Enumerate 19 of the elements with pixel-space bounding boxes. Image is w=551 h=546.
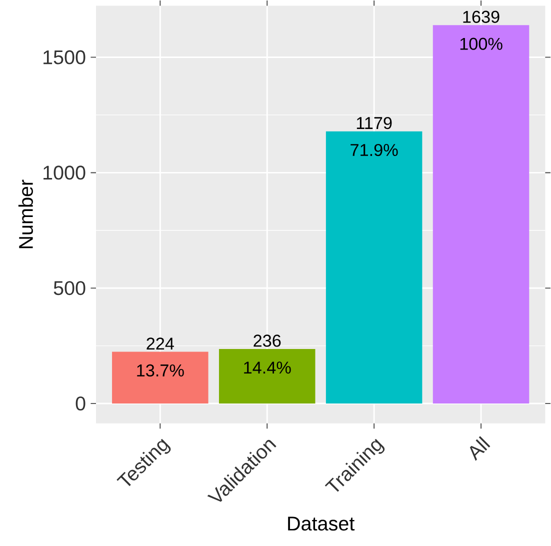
annotation: 100% [460, 38, 502, 50]
annotation: 71.9% [350, 144, 398, 156]
y-tick-label: 500 [54, 281, 86, 296]
data-label: 1639 [463, 10, 500, 23]
y-axis-title: Number [18, 180, 33, 248]
x-tick-label: All [470, 436, 490, 461]
bar [432, 25, 530, 404]
y-tick-label: 0 [76, 396, 86, 410]
y-tick-label: 1500 [44, 50, 86, 64]
data-label: 236 [254, 334, 281, 347]
y-tick-label: 1000 [44, 166, 86, 180]
data-label: 224 [146, 338, 174, 350]
annotation: 13.7% [137, 364, 184, 376]
bar [112, 352, 208, 404]
bar [326, 131, 422, 404]
data-label: 1179 [356, 116, 392, 130]
annotation: 14.4% [244, 362, 291, 374]
x-axis-title: Dataset [288, 516, 355, 531]
bar [218, 349, 316, 404]
